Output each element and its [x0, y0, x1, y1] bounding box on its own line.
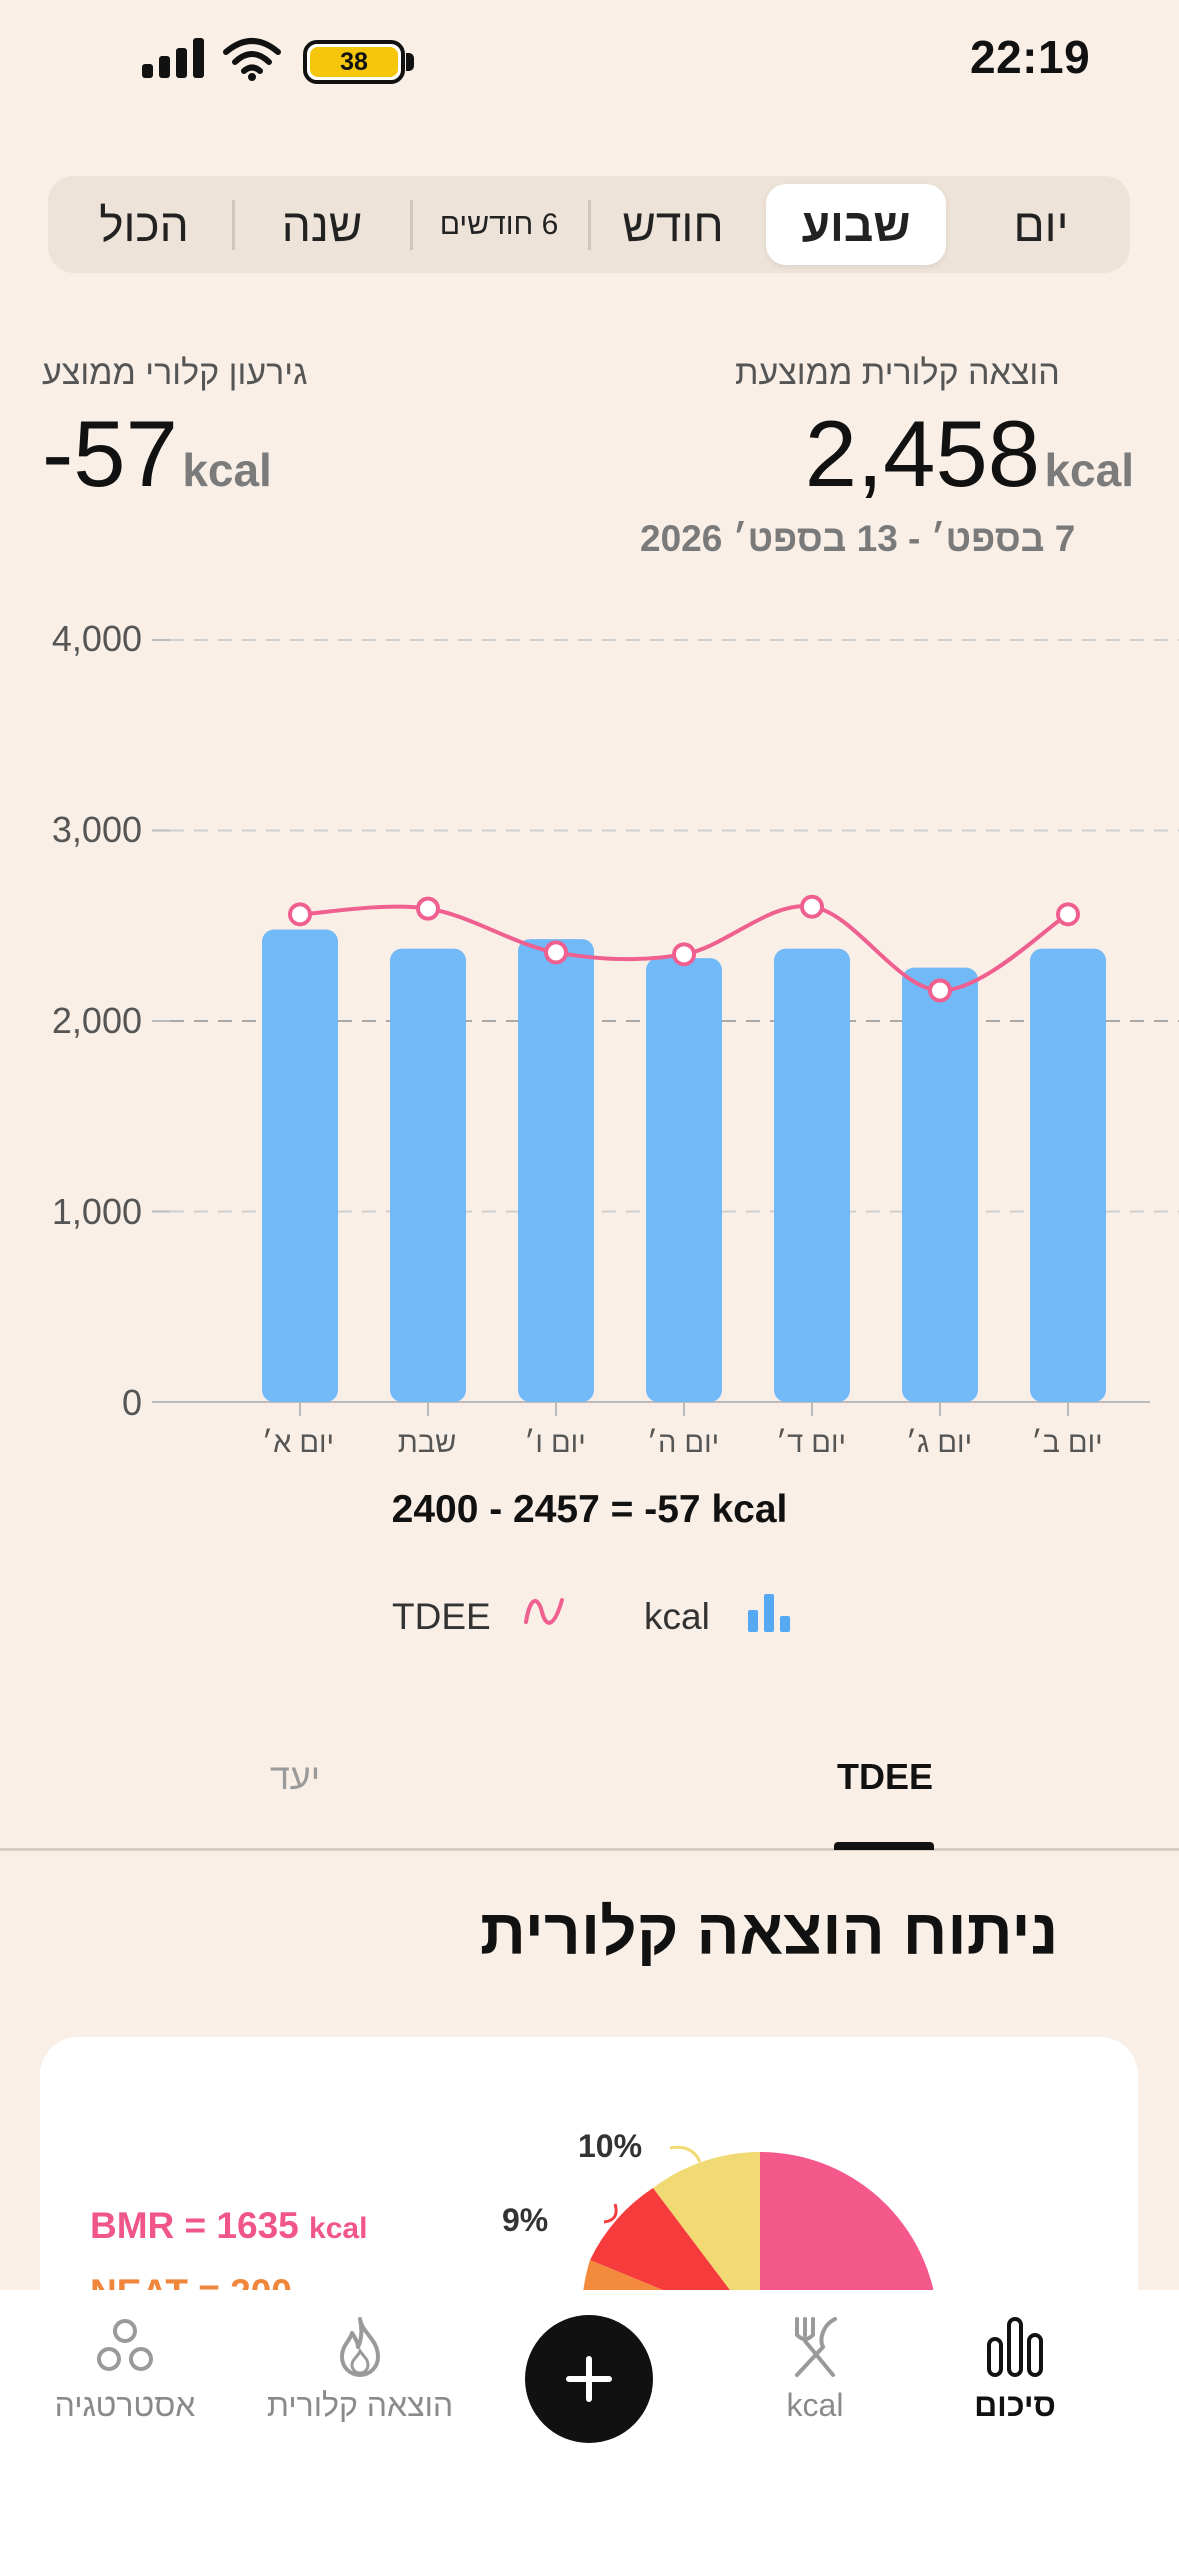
segment-divider	[410, 200, 413, 250]
period-year-label: שנה	[281, 198, 363, 251]
segment-divider	[232, 200, 235, 250]
legend-tdee-label: TDEE	[392, 1596, 491, 1637]
avg-expenditure-value: 2,458	[804, 401, 1041, 506]
weekly-calorie-chart	[0, 610, 1179, 1470]
avg-deficit-unit: kcal	[182, 444, 272, 496]
fork-knife-icon	[795, 2317, 837, 2377]
tdee-line-icon	[524, 1598, 564, 1625]
add-button[interactable]	[525, 2315, 653, 2443]
period-all-label: הכול	[99, 198, 189, 251]
nav-kcal[interactable]: kcal	[740, 2315, 890, 2424]
bar-chart-icon	[748, 1594, 790, 1632]
avg-deficit-label: גירעון קלורי ממוצע	[42, 354, 308, 392]
nav-summary[interactable]: סיכום	[940, 2315, 1090, 2424]
y-tick-label: 3,000	[51, 809, 142, 850]
period-month-label: חודש	[622, 198, 724, 251]
flame-icon	[340, 2317, 380, 2377]
legend-kcal-label: kcal	[644, 1596, 710, 1637]
active-tab-indicator	[834, 1842, 934, 1850]
period-six-months[interactable]: 6 חודשים	[412, 184, 586, 265]
bar-kcal	[774, 948, 850, 1402]
period-all[interactable]: הכול	[58, 184, 230, 265]
tdee-point	[1056, 902, 1080, 927]
avg-expenditure-value-group: 2,458 kcal	[770, 400, 1134, 508]
x-tick-label: יום ו׳	[524, 1427, 586, 1459]
bmr-text: BMR = 1635	[90, 2205, 299, 2246]
pct-9-label: 9%	[502, 2202, 549, 2238]
period-segmented-control: שבוע יום חודש 6 חודשים שנה הכול	[48, 176, 1130, 273]
chart-canvas	[152, 639, 1179, 1416]
x-tick-label: יום ב׳	[1031, 1427, 1103, 1459]
date-range: 7 בספט׳ - 13 בספט׳ 2026	[640, 518, 1076, 559]
period-year[interactable]: שנה	[236, 184, 408, 265]
bar-kcal	[646, 958, 722, 1402]
nav-summary-label: סיכום	[974, 2387, 1056, 2423]
x-tick-label: יום ג׳	[905, 1427, 973, 1459]
strategy-icon	[97, 2319, 153, 2371]
plus-icon	[566, 2356, 612, 2402]
period-week-label: שבוע	[801, 198, 911, 251]
period-day-label: יום	[1013, 198, 1069, 251]
tab-goal[interactable]: יעד	[269, 1756, 321, 1797]
expenditure-pie-chart	[581, 2145, 938, 2320]
period-day[interactable]: יום	[958, 184, 1124, 265]
nav-expenditure[interactable]: הוצאה קלורית	[240, 2315, 480, 2424]
tab-tdee[interactable]: TDEE	[836, 1756, 933, 1797]
y-tick-label: 1,000	[51, 1191, 142, 1232]
tdee-point	[672, 942, 696, 967]
cellular-signal-icon	[142, 38, 204, 78]
battery-tip	[406, 53, 414, 71]
bar-kcal	[262, 929, 338, 1402]
nav-strategy-label: אסטרטגיה	[54, 2387, 196, 2423]
tdee-point	[416, 896, 440, 921]
nav-strategy[interactable]: אסטרטגיה	[40, 2315, 210, 2424]
battery-icon: 38	[303, 40, 405, 84]
x-tick-label: יום א׳	[261, 1427, 335, 1459]
wifi-icon	[223, 38, 281, 81]
tdee-point	[800, 894, 824, 919]
battery-level: 38	[310, 47, 398, 77]
bar-kcal	[1030, 948, 1106, 1402]
bar-kcal	[518, 939, 594, 1402]
y-tick-label: 2,000	[51, 1000, 142, 1041]
avg-deficit-value-group: -57 kcal	[42, 400, 272, 508]
tdee-point	[288, 902, 312, 927]
segment-divider	[588, 200, 591, 250]
summary-bars-icon	[987, 2317, 1043, 2377]
deficit-formula: 2400 - 2457 = -57 kcal	[391, 1488, 788, 1531]
y-tick-label: 4,000	[51, 618, 142, 659]
tabs-divider	[0, 1848, 1179, 1851]
y-tick-label: 0	[121, 1382, 142, 1423]
avg-expenditure-unit: kcal	[1044, 444, 1134, 496]
period-week[interactable]: שבוע	[766, 184, 946, 265]
bmr-unit: kcal	[309, 2212, 368, 2245]
bmr-value: BMR = 1635 kcal	[90, 2205, 367, 2247]
section-title: ניתוח הוצאה קלורית	[480, 1896, 1059, 1968]
x-tick-label: יום ד׳	[775, 1427, 847, 1459]
period-six-months-label: 6 חודשים	[439, 207, 559, 241]
nav-kcal-label: kcal	[786, 2387, 844, 2423]
pct-10-label: 10%	[578, 2128, 643, 2164]
nav-expenditure-label: הוצאה קלורית	[266, 2387, 454, 2423]
tdee-point	[928, 978, 952, 1003]
x-tick-label: שבת	[397, 1427, 457, 1459]
x-tick-label: יום ה׳	[646, 1427, 720, 1459]
avg-expenditure-label: הוצאה קלורית ממוצעת	[735, 354, 1060, 392]
period-month[interactable]: חודש	[588, 184, 758, 265]
avg-deficit-value: -57	[42, 401, 178, 506]
tdee-point	[544, 940, 568, 965]
bar-kcal	[902, 967, 978, 1402]
bar-kcal	[390, 948, 466, 1402]
status-time: 22:19	[970, 31, 1091, 83]
